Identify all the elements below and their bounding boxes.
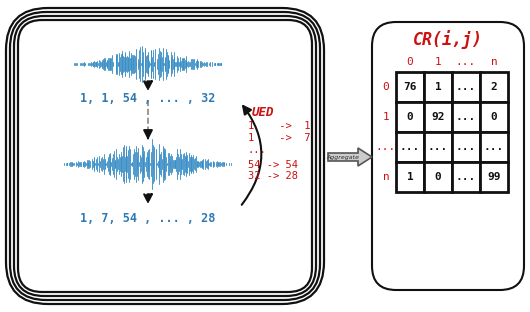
Text: 1, 7, 54 , ... , 28: 1, 7, 54 , ... , 28 [81, 212, 216, 225]
Text: ...: ... [456, 172, 476, 182]
Text: ...: ... [376, 142, 396, 152]
Text: ...: ... [248, 145, 267, 155]
Bar [424, 132, 452, 162]
Bar [424, 102, 452, 132]
Text: 1, 1, 54 , ... , 32: 1, 1, 54 , ... , 32 [81, 92, 216, 105]
Text: 99: 99 [487, 172, 501, 182]
Text: 0: 0 [491, 112, 497, 122]
Text: 92: 92 [431, 112, 445, 122]
Text: ...: ... [456, 142, 476, 152]
Text: 1: 1 [383, 112, 390, 122]
Text: n: n [383, 172, 390, 182]
Text: Aggregate: Aggregate [326, 154, 359, 159]
Bar [480, 102, 508, 132]
Bar [452, 102, 480, 132]
FancyBboxPatch shape [372, 22, 524, 290]
Bar [480, 132, 508, 162]
Text: 32 -> 28: 32 -> 28 [248, 171, 298, 181]
Text: UED: UED [252, 105, 274, 119]
Polygon shape [328, 148, 372, 166]
Text: 0: 0 [435, 172, 441, 182]
Text: ...: ... [456, 57, 476, 67]
Text: ...: ... [484, 142, 504, 152]
Bar [396, 102, 424, 132]
Text: 54 -> 54: 54 -> 54 [248, 160, 298, 170]
Text: ...: ... [428, 142, 448, 152]
Text: 76: 76 [403, 82, 417, 92]
Text: 0: 0 [407, 57, 413, 67]
Bar [396, 72, 424, 102]
Bar [480, 72, 508, 102]
Bar [424, 162, 452, 192]
Bar [424, 72, 452, 102]
Bar [480, 162, 508, 192]
Text: 1    ->  7: 1 -> 7 [248, 133, 311, 143]
Text: 1    ->  1: 1 -> 1 [248, 121, 311, 131]
Text: ...: ... [456, 112, 476, 122]
FancyArrowPatch shape [242, 106, 261, 205]
Text: 1: 1 [407, 172, 413, 182]
Text: 1: 1 [435, 57, 441, 67]
Text: 2: 2 [491, 82, 497, 92]
Text: 0: 0 [383, 82, 390, 92]
Bar [396, 162, 424, 192]
FancyBboxPatch shape [6, 8, 324, 304]
Text: CR(i,j): CR(i,j) [413, 31, 483, 50]
Text: 0: 0 [407, 112, 413, 122]
Text: ...: ... [456, 82, 476, 92]
Text: ...: ... [400, 142, 420, 152]
Text: 1: 1 [435, 82, 441, 92]
Bar [396, 132, 424, 162]
Bar [452, 132, 480, 162]
Bar [452, 162, 480, 192]
Text: n: n [491, 57, 497, 67]
Bar [452, 72, 480, 102]
